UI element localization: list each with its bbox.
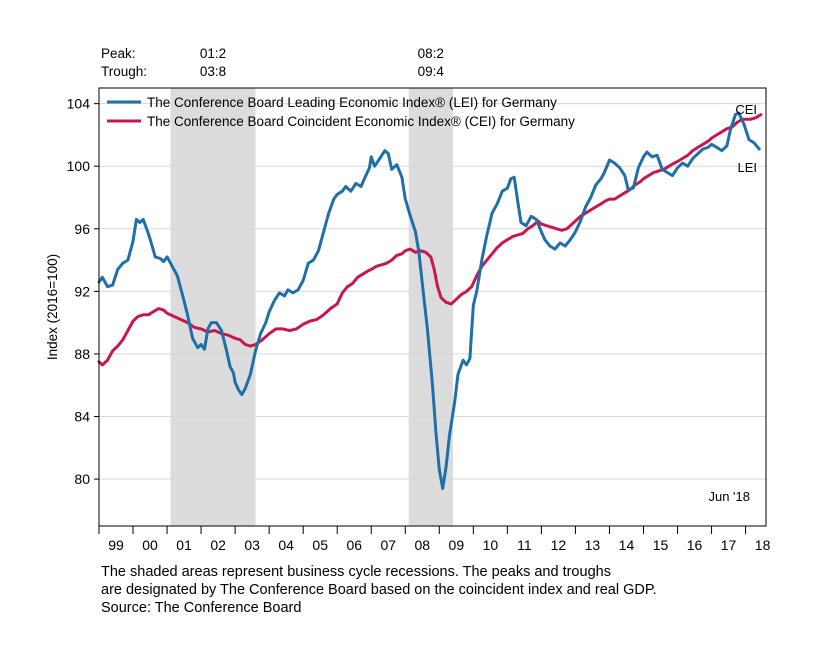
series-line-lei: [97, 111, 761, 490]
y-axis: 80 84 88 92 96 100 104: [67, 96, 99, 487]
legend-label-cei: The Conference Board Coincident Economic…: [147, 114, 575, 129]
trough-label: Trough:: [101, 64, 147, 79]
series-line-cei: [97, 113, 763, 367]
recession-peak-date: 01:2: [200, 46, 226, 61]
footnote: The shaded areas represent business cycl…: [101, 563, 657, 617]
recession-labels: 01:2 03:8 08:2 09:4: [200, 46, 445, 79]
x-tick-label: 06: [346, 537, 362, 553]
x-tick-label: 08: [415, 537, 431, 553]
x-tick-label: 03: [244, 537, 260, 553]
x-tick-label: 16: [687, 537, 703, 553]
y-tick-label: 80: [74, 471, 90, 487]
recession-trough-date: 09:4: [418, 64, 445, 79]
x-tick-label: 07: [380, 537, 396, 553]
y-tick-label: 100: [67, 158, 91, 174]
x-tick-label: 01: [176, 537, 192, 553]
x-axis: 99 00 01 02 03 04 05 06 07 08 09 10 11 12 13 14 15 16 17 18: [98, 526, 771, 553]
line-chart: Peak: Trough: 01:2 03:8 08:2 09:4 80 84 88 92 9…: [45, 46, 771, 553]
x-tick-label: 13: [585, 537, 601, 553]
y-tick-label: 84: [74, 409, 90, 425]
x-tick-label: 00: [142, 537, 158, 553]
y-tick-label: 96: [74, 221, 90, 237]
y-tick-label: 92: [74, 283, 90, 299]
x-tick-label: 15: [653, 537, 669, 553]
x-tick-label: 11: [517, 537, 532, 553]
end-label-lei: LEI: [737, 160, 757, 175]
recession-band: [170, 88, 256, 526]
x-tick-label: 12: [551, 537, 567, 553]
gridlines: [99, 103, 766, 480]
plot-frame: [98, 87, 767, 527]
x-tick-label: 18: [755, 537, 771, 553]
recession-band: [408, 88, 453, 526]
y-tick-label: 104: [67, 96, 91, 112]
x-tick-label: 04: [278, 537, 294, 553]
x-tick-label: 09: [449, 537, 465, 553]
end-label-cei: CEI: [735, 102, 757, 117]
x-tick-label: 14: [619, 537, 635, 553]
legend: The Conference Board Leading Economic In…: [107, 95, 575, 129]
legend-label-lei: The Conference Board Leading Economic In…: [147, 95, 557, 110]
y-axis-title: Index (2016=100): [45, 254, 60, 360]
series-lines: [97, 111, 763, 490]
recession-bands: [170, 88, 453, 526]
footnote-line-3: Source: The Conference Board: [101, 600, 302, 616]
x-tick-label: 17: [721, 537, 737, 553]
x-tick-label: 10: [483, 537, 499, 553]
recession-trough-date: 03:8: [200, 64, 226, 79]
y-tick-label: 88: [74, 346, 90, 362]
footnote-line-1: The shaded areas represent business cycl…: [101, 564, 611, 580]
recession-peak-date: 08:2: [418, 46, 444, 61]
x-tick-label: 02: [210, 537, 226, 553]
x-tick-label: 99: [108, 537, 124, 553]
footnote-line-2: are designated by The Conference Board b…: [101, 582, 657, 598]
peak-label: Peak:: [101, 46, 136, 61]
x-tick-label: 05: [312, 537, 328, 553]
date-label: Jun '18: [708, 489, 750, 504]
